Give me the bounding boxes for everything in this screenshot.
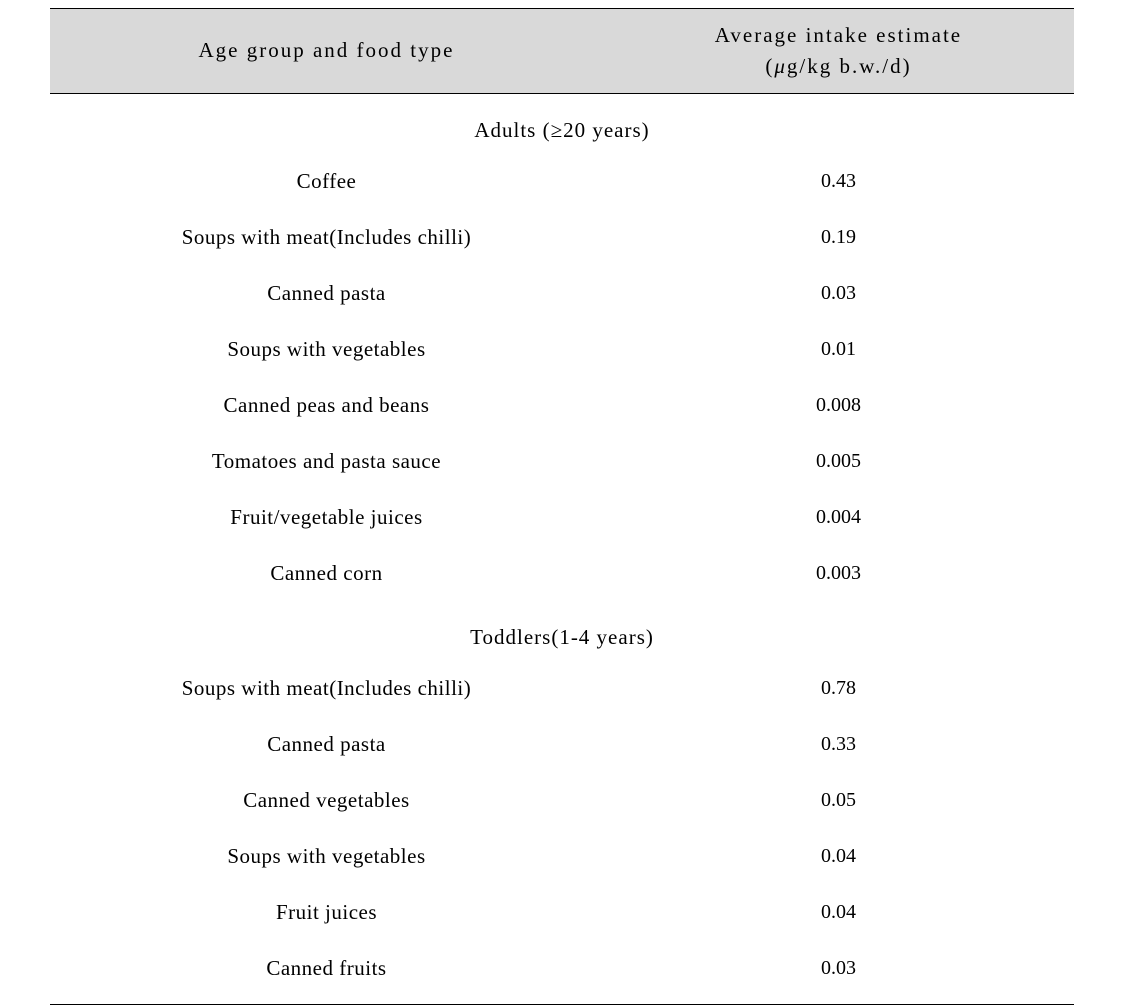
section-header-toddlers: Toddlers(1-4 years) — [50, 601, 1074, 660]
food-type-cell: Soups with meat(Includes chilli) — [50, 225, 603, 250]
intake-value-cell: 0.19 — [603, 226, 1074, 249]
table-row: Tomatoes and pasta sauce 0.005 — [50, 433, 1074, 489]
food-type-cell: Coffee — [50, 169, 603, 194]
column-header-intake-line2-prefix: ( — [765, 54, 774, 78]
table-row: Soups with vegetables 0.01 — [50, 321, 1074, 377]
table-row: Canned pasta 0.33 — [50, 716, 1074, 772]
table-header-row: Age group and food type Average intake e… — [50, 8, 1074, 94]
section-header-adults: Adults (≥20 years) — [50, 94, 1074, 153]
table-row: Soups with vegetables 0.04 — [50, 828, 1074, 884]
intake-table: Age group and food type Average intake e… — [50, 0, 1074, 1005]
intake-value-cell: 0.33 — [603, 733, 1074, 756]
column-header-intake: Average intake estimate (μg/kg b.w./d) — [603, 20, 1074, 83]
intake-value-cell: 0.43 — [603, 170, 1074, 193]
table-row: Fruit juices 0.04 — [50, 884, 1074, 940]
food-type-cell: Canned fruits — [50, 956, 603, 981]
table-row: Canned peas and beans 0.008 — [50, 377, 1074, 433]
table-row: Canned fruits 0.03 — [50, 940, 1074, 996]
intake-value-cell: 0.004 — [603, 506, 1074, 529]
food-type-cell: Tomatoes and pasta sauce — [50, 449, 603, 474]
intake-value-cell: 0.78 — [603, 677, 1074, 700]
food-type-cell: Fruit juices — [50, 900, 603, 925]
food-type-cell: Soups with meat(Includes chilli) — [50, 676, 603, 701]
intake-value-cell: 0.04 — [603, 901, 1074, 924]
food-type-cell: Soups with vegetables — [50, 844, 603, 869]
column-header-intake-line2-rest: g/kg b.w./d) — [787, 54, 912, 78]
table-row: Fruit/vegetable juices 0.004 — [50, 489, 1074, 545]
food-type-cell: Canned pasta — [50, 732, 603, 757]
food-type-cell: Canned corn — [50, 561, 603, 586]
intake-value-cell: 0.04 — [603, 845, 1074, 868]
food-type-cell: Fruit/vegetable juices — [50, 505, 603, 530]
table-row: Canned corn 0.003 — [50, 545, 1074, 601]
intake-value-cell: 0.03 — [603, 282, 1074, 305]
intake-value-cell: 0.01 — [603, 338, 1074, 361]
table-row: Canned pasta 0.03 — [50, 265, 1074, 321]
table-row: Coffee 0.43 — [50, 153, 1074, 209]
food-type-cell: Canned pasta — [50, 281, 603, 306]
intake-value-cell: 0.05 — [603, 789, 1074, 812]
column-header-food-type: Age group and food type — [50, 35, 603, 67]
food-type-cell: Canned peas and beans — [50, 393, 603, 418]
intake-value-cell: 0.005 — [603, 450, 1074, 473]
intake-value-cell: 0.003 — [603, 562, 1074, 585]
table-row: Soups with meat(Includes chilli) 0.19 — [50, 209, 1074, 265]
column-header-intake-line1: Average intake estimate — [715, 23, 962, 47]
intake-value-cell: 0.008 — [603, 394, 1074, 417]
intake-value-cell: 0.03 — [603, 957, 1074, 980]
food-type-cell: Soups with vegetables — [50, 337, 603, 362]
food-type-cell: Canned vegetables — [50, 788, 603, 813]
column-header-intake-mu: μ — [774, 54, 787, 78]
table-row: Soups with meat(Includes chilli) 0.78 — [50, 660, 1074, 716]
table-row: Canned vegetables 0.05 — [50, 772, 1074, 828]
